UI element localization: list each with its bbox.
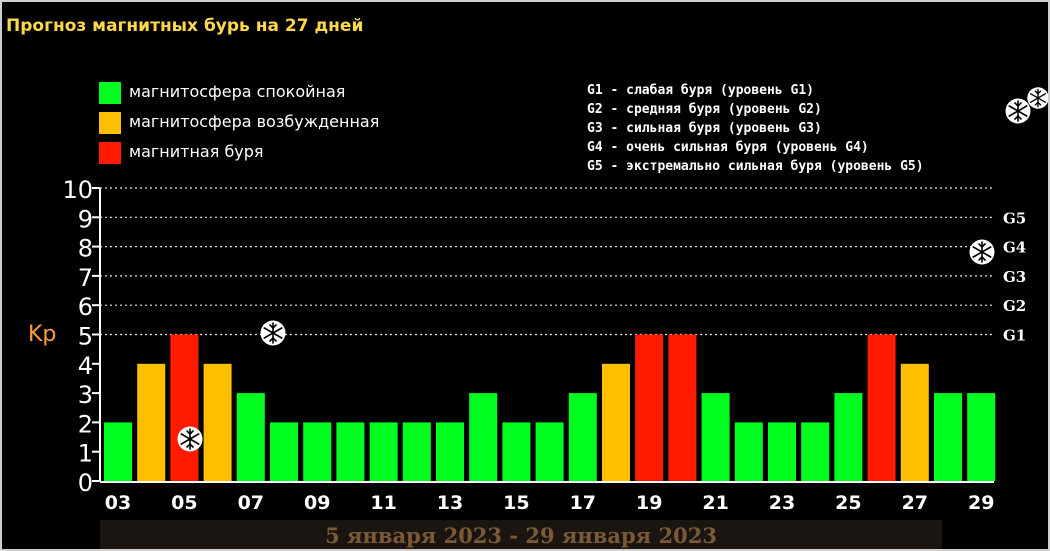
date-range: 5 января 2023 - 29 января 2023	[325, 523, 717, 548]
y-tick-label: 5	[78, 323, 93, 351]
bar-06	[203, 363, 232, 481]
bar-20	[668, 334, 697, 481]
x-tick-label: 03	[105, 492, 131, 514]
y-tick-label: 3	[78, 381, 93, 409]
bar-05	[170, 334, 199, 481]
x-tick-label: 27	[902, 492, 928, 514]
storm-level-g5: G5 - экстремально сильная буря (уровень …	[587, 159, 924, 174]
bar-22	[734, 422, 763, 481]
bar-11	[369, 422, 398, 481]
bar-17	[568, 393, 597, 481]
x-tick-label: 23	[769, 492, 795, 514]
y2-tick-label: G4	[1003, 239, 1026, 257]
x-tick-label: 05	[171, 492, 197, 514]
bar-29	[967, 393, 996, 481]
bar-28	[934, 393, 962, 481]
legend-swatch-active	[99, 112, 121, 134]
y-tick-label: 6	[78, 293, 93, 321]
bar-09	[303, 422, 332, 481]
y-tick-label: 9	[78, 205, 93, 233]
page-title: Прогноз магнитных бурь на 27 дней	[6, 16, 364, 36]
legend-swatch-quiet	[99, 82, 121, 104]
storm-level-g4: G4 - очень сильная буря (уровень G4)	[587, 140, 869, 155]
bar-08	[270, 422, 298, 481]
bar-23	[768, 422, 796, 481]
legend-swatch-storm	[99, 142, 121, 164]
snowflake-icon	[259, 319, 287, 347]
legend-label-quiet: магнитосфера спокойная	[129, 82, 346, 101]
y-tick-label: 4	[78, 352, 93, 380]
bar-18	[602, 363, 630, 481]
x-tick-label: 21	[702, 492, 728, 514]
legend-label-active: магнитосфера возбужденная	[129, 112, 380, 131]
snowflake-icon	[1026, 86, 1048, 110]
y-axis-label: Kp	[28, 322, 56, 347]
storm-level-key: G1 - слабая буря (уровень G1) G2 - средн…	[587, 81, 924, 176]
x-tick-label: 19	[636, 492, 662, 514]
y-tick-label: 10	[62, 176, 93, 204]
y2-tick-label: G3	[1003, 268, 1026, 286]
bar-26	[867, 334, 896, 481]
bar-24	[801, 422, 830, 481]
x-tick-label: 07	[238, 492, 264, 514]
y-tick-label: 1	[78, 440, 93, 468]
y2-tick-label: G1	[1003, 327, 1026, 345]
y-tick-label: 2	[78, 410, 93, 438]
bar-13	[436, 422, 464, 481]
x-tick-label: 25	[835, 492, 861, 514]
bar-03	[104, 422, 132, 481]
bar-19	[635, 334, 664, 481]
bar-12	[402, 422, 431, 481]
storm-level-g1: G1 - слабая буря (уровень G1)	[587, 83, 814, 98]
x-tick-label: 15	[503, 492, 529, 514]
bar-27	[900, 363, 929, 481]
bar-07	[236, 393, 265, 481]
x-tick-label: 09	[304, 492, 330, 514]
bar-04	[137, 363, 166, 481]
x-tick-label: 29	[968, 492, 994, 514]
y-tick-label: 8	[78, 235, 93, 263]
bar-25	[834, 393, 863, 481]
bar-21	[701, 393, 730, 481]
y2-tick-label: G2	[1003, 297, 1026, 315]
bar-14	[469, 393, 498, 481]
y2-tick-label: G5	[1003, 209, 1026, 227]
y-tick-label: 7	[78, 264, 93, 292]
x-tick-label: 13	[437, 492, 463, 514]
x-tick-label: 17	[570, 492, 596, 514]
legend-label-storm: магнитная буря	[129, 142, 264, 161]
bar-15	[502, 422, 531, 481]
date-range-bar: 5 января 2023 - 29 января 2023	[100, 520, 942, 549]
snowflake-icon	[968, 238, 996, 266]
bar-10	[336, 422, 365, 481]
x-tick-label: 11	[370, 492, 396, 514]
snowflake-icon	[176, 425, 204, 453]
storm-level-g2: G2 - средняя буря (уровень G2)	[587, 102, 822, 117]
storm-level-g3: G3 - сильная буря (уровень G3)	[587, 121, 822, 136]
bar-16	[535, 422, 564, 481]
y-tick-label: 0	[78, 469, 93, 497]
